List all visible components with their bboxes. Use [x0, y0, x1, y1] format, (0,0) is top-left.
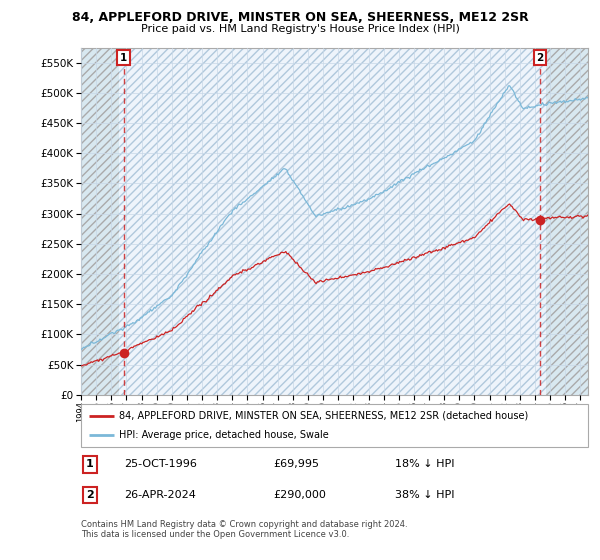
- Text: 26-APR-2024: 26-APR-2024: [124, 490, 196, 500]
- Text: 25-OCT-1996: 25-OCT-1996: [124, 459, 197, 469]
- Text: 18% ↓ HPI: 18% ↓ HPI: [395, 459, 455, 469]
- Text: 1: 1: [86, 459, 94, 469]
- Text: £69,995: £69,995: [274, 459, 320, 469]
- Text: HPI: Average price, detached house, Swale: HPI: Average price, detached house, Swal…: [119, 431, 329, 441]
- Bar: [81, 48, 119, 395]
- Text: 2: 2: [86, 490, 94, 500]
- FancyBboxPatch shape: [81, 404, 588, 447]
- Text: 2: 2: [536, 53, 544, 63]
- Bar: [545, 48, 588, 395]
- Text: 84, APPLEFORD DRIVE, MINSTER ON SEA, SHEERNESS, ME12 2SR: 84, APPLEFORD DRIVE, MINSTER ON SEA, SHE…: [71, 11, 529, 24]
- Text: 1: 1: [120, 53, 127, 63]
- Text: 84, APPLEFORD DRIVE, MINSTER ON SEA, SHEERNESS, ME12 2SR (detached house): 84, APPLEFORD DRIVE, MINSTER ON SEA, SHE…: [119, 410, 528, 421]
- Text: £290,000: £290,000: [274, 490, 326, 500]
- Text: Contains HM Land Registry data © Crown copyright and database right 2024.
This d: Contains HM Land Registry data © Crown c…: [81, 520, 407, 539]
- Text: Price paid vs. HM Land Registry's House Price Index (HPI): Price paid vs. HM Land Registry's House …: [140, 24, 460, 34]
- Text: 38% ↓ HPI: 38% ↓ HPI: [395, 490, 455, 500]
